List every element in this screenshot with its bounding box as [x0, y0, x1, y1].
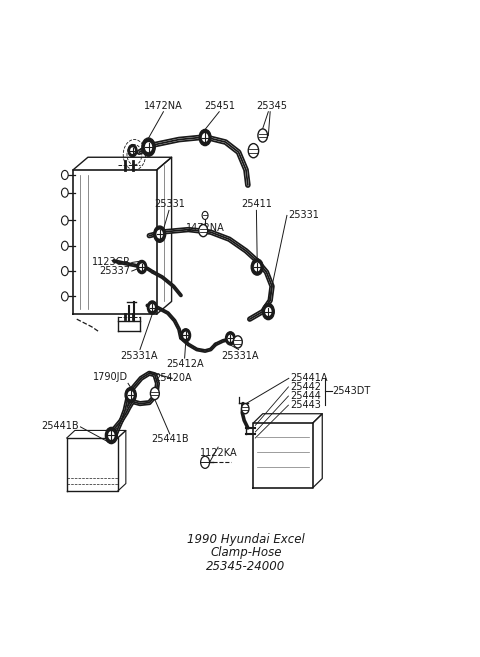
- Text: 1472NA: 1472NA: [144, 101, 183, 111]
- Text: 25337: 25337: [100, 266, 131, 276]
- Circle shape: [61, 216, 68, 225]
- Circle shape: [254, 263, 261, 271]
- Circle shape: [130, 147, 135, 154]
- Circle shape: [128, 391, 134, 399]
- Text: Clamp-Hose: Clamp-Hose: [210, 547, 282, 559]
- Circle shape: [228, 335, 233, 342]
- Circle shape: [241, 403, 249, 414]
- Circle shape: [106, 428, 117, 443]
- Text: 25331: 25331: [288, 210, 319, 221]
- Text: 25345: 25345: [256, 101, 287, 111]
- Text: 25331A: 25331A: [120, 350, 158, 361]
- Text: 1990 Hyundai Excel: 1990 Hyundai Excel: [187, 533, 305, 546]
- Text: 25451: 25451: [204, 101, 236, 111]
- Circle shape: [145, 142, 152, 152]
- Circle shape: [139, 263, 144, 271]
- Circle shape: [61, 292, 68, 301]
- Circle shape: [199, 225, 208, 237]
- Text: 25345-24000: 25345-24000: [206, 560, 286, 573]
- Circle shape: [258, 129, 267, 142]
- Circle shape: [263, 304, 274, 320]
- Circle shape: [125, 388, 136, 403]
- Circle shape: [201, 456, 210, 468]
- Circle shape: [202, 212, 208, 219]
- Circle shape: [248, 144, 259, 158]
- Text: 1790JD: 1790JD: [93, 373, 128, 382]
- Text: 1472NA: 1472NA: [186, 223, 225, 233]
- Circle shape: [61, 241, 68, 250]
- Circle shape: [181, 328, 191, 342]
- Circle shape: [156, 230, 163, 238]
- Text: 25442: 25442: [290, 382, 321, 392]
- Text: 25412A: 25412A: [167, 359, 204, 369]
- Text: 1123GR: 1123GR: [92, 257, 131, 267]
- Text: 25441B: 25441B: [151, 434, 189, 444]
- Text: 25420A: 25420A: [155, 373, 192, 383]
- Circle shape: [265, 307, 272, 316]
- Circle shape: [150, 304, 155, 311]
- Text: 25331: 25331: [154, 199, 185, 210]
- Text: 25441B: 25441B: [42, 421, 79, 432]
- Circle shape: [137, 260, 147, 273]
- Circle shape: [61, 188, 68, 197]
- Circle shape: [61, 170, 68, 179]
- Circle shape: [251, 259, 263, 275]
- Circle shape: [202, 133, 208, 142]
- Text: 25411: 25411: [242, 199, 273, 210]
- Circle shape: [142, 138, 155, 156]
- Text: 25444: 25444: [290, 391, 321, 401]
- Circle shape: [128, 145, 137, 157]
- Text: 25331A: 25331A: [221, 350, 258, 361]
- Text: 25441A: 25441A: [290, 373, 327, 383]
- Text: 2543DT: 2543DT: [332, 386, 371, 396]
- Text: 1122KA: 1122KA: [201, 448, 238, 458]
- Circle shape: [150, 388, 159, 399]
- Circle shape: [226, 332, 235, 345]
- Circle shape: [147, 301, 157, 314]
- Circle shape: [108, 431, 115, 440]
- Circle shape: [199, 129, 211, 146]
- Circle shape: [183, 332, 188, 339]
- Circle shape: [233, 336, 242, 348]
- Circle shape: [61, 267, 68, 276]
- Text: 25443: 25443: [290, 400, 321, 410]
- Circle shape: [154, 226, 166, 242]
